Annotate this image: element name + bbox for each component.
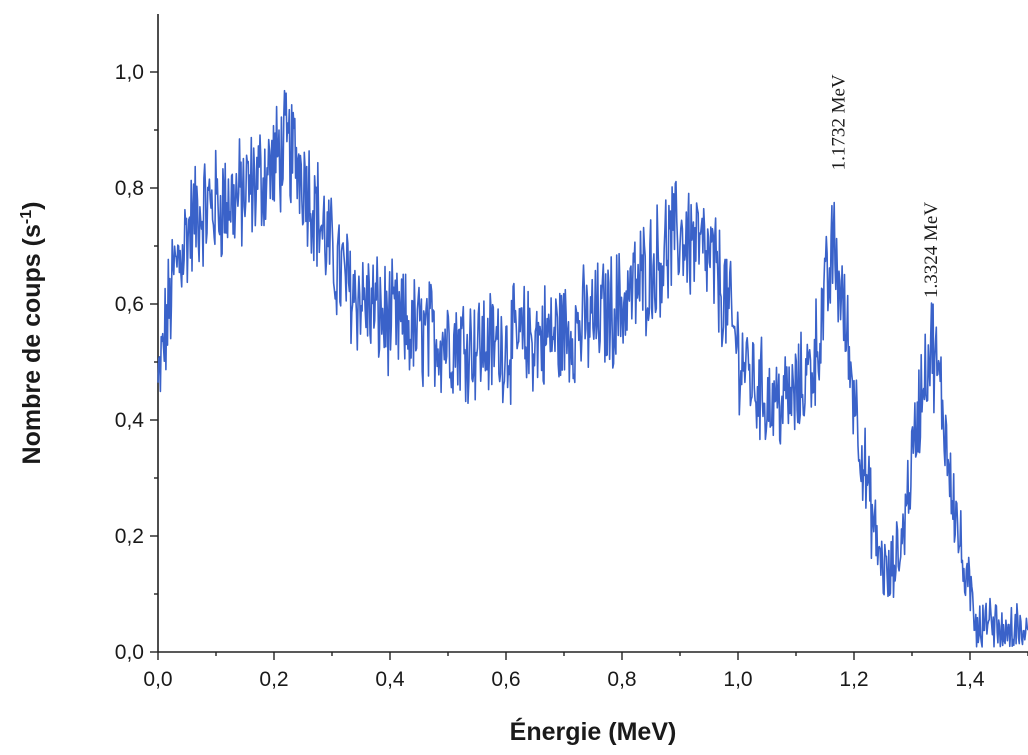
- spectrum-series-line: [157, 89, 1028, 648]
- peak-annotation: 1.3324 MeV: [921, 202, 942, 298]
- peak-annotation: 1.1732 MeV: [828, 74, 849, 170]
- x-tick-label: 1,4: [955, 668, 985, 691]
- x-tick-label: 0,2: [259, 668, 288, 691]
- x-tick-label: 0,8: [607, 668, 636, 691]
- y-tick-label: 0,6: [115, 293, 144, 316]
- plot-area: 0,0 0,2 0,4 0,6 0,8 1,0 0,0 0,2 0,4 0,6 0,8 1,0 1,2…: [115, 14, 1028, 691]
- x-ticks: 0,0 0,2 0,4 0,6 0,8 1,0 1,2 1,4: [143, 652, 1028, 691]
- y-axis-title-superscript: -1: [18, 210, 35, 224]
- y-axis-title-close: ): [18, 202, 46, 210]
- y-ticks: 0,0 0,2 0,4 0,6 0,8 1,0: [115, 61, 158, 664]
- series-layer: [157, 89, 1028, 648]
- y-axis-title-main: Nombre de coups (s: [18, 224, 46, 464]
- annotation-layer: 1.1732 MeV 1.3324 MeV: [828, 74, 941, 298]
- x-axis-title: Énergie (MeV): [510, 717, 677, 746]
- y-tick-label: 0,8: [115, 177, 144, 200]
- y-axis-title: Nombre de coups (s-1): [18, 202, 46, 465]
- x-tick-label: 0,0: [143, 668, 172, 691]
- x-tick-label: 1,0: [723, 668, 752, 691]
- y-tick-label: 0,0: [115, 641, 144, 664]
- x-tick-label: 0,4: [375, 668, 405, 691]
- x-tick-label: 0,6: [491, 668, 520, 691]
- y-tick-label: 1,0: [115, 61, 144, 84]
- y-tick-label: 0,4: [115, 409, 145, 432]
- x-tick-label: 1,2: [839, 668, 868, 691]
- y-tick-label: 0,2: [115, 525, 144, 548]
